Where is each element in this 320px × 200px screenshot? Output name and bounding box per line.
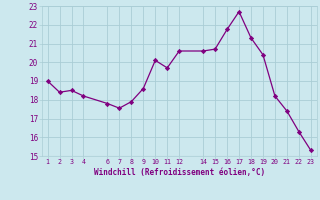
X-axis label: Windchill (Refroidissement éolien,°C): Windchill (Refroidissement éolien,°C)	[94, 168, 265, 177]
